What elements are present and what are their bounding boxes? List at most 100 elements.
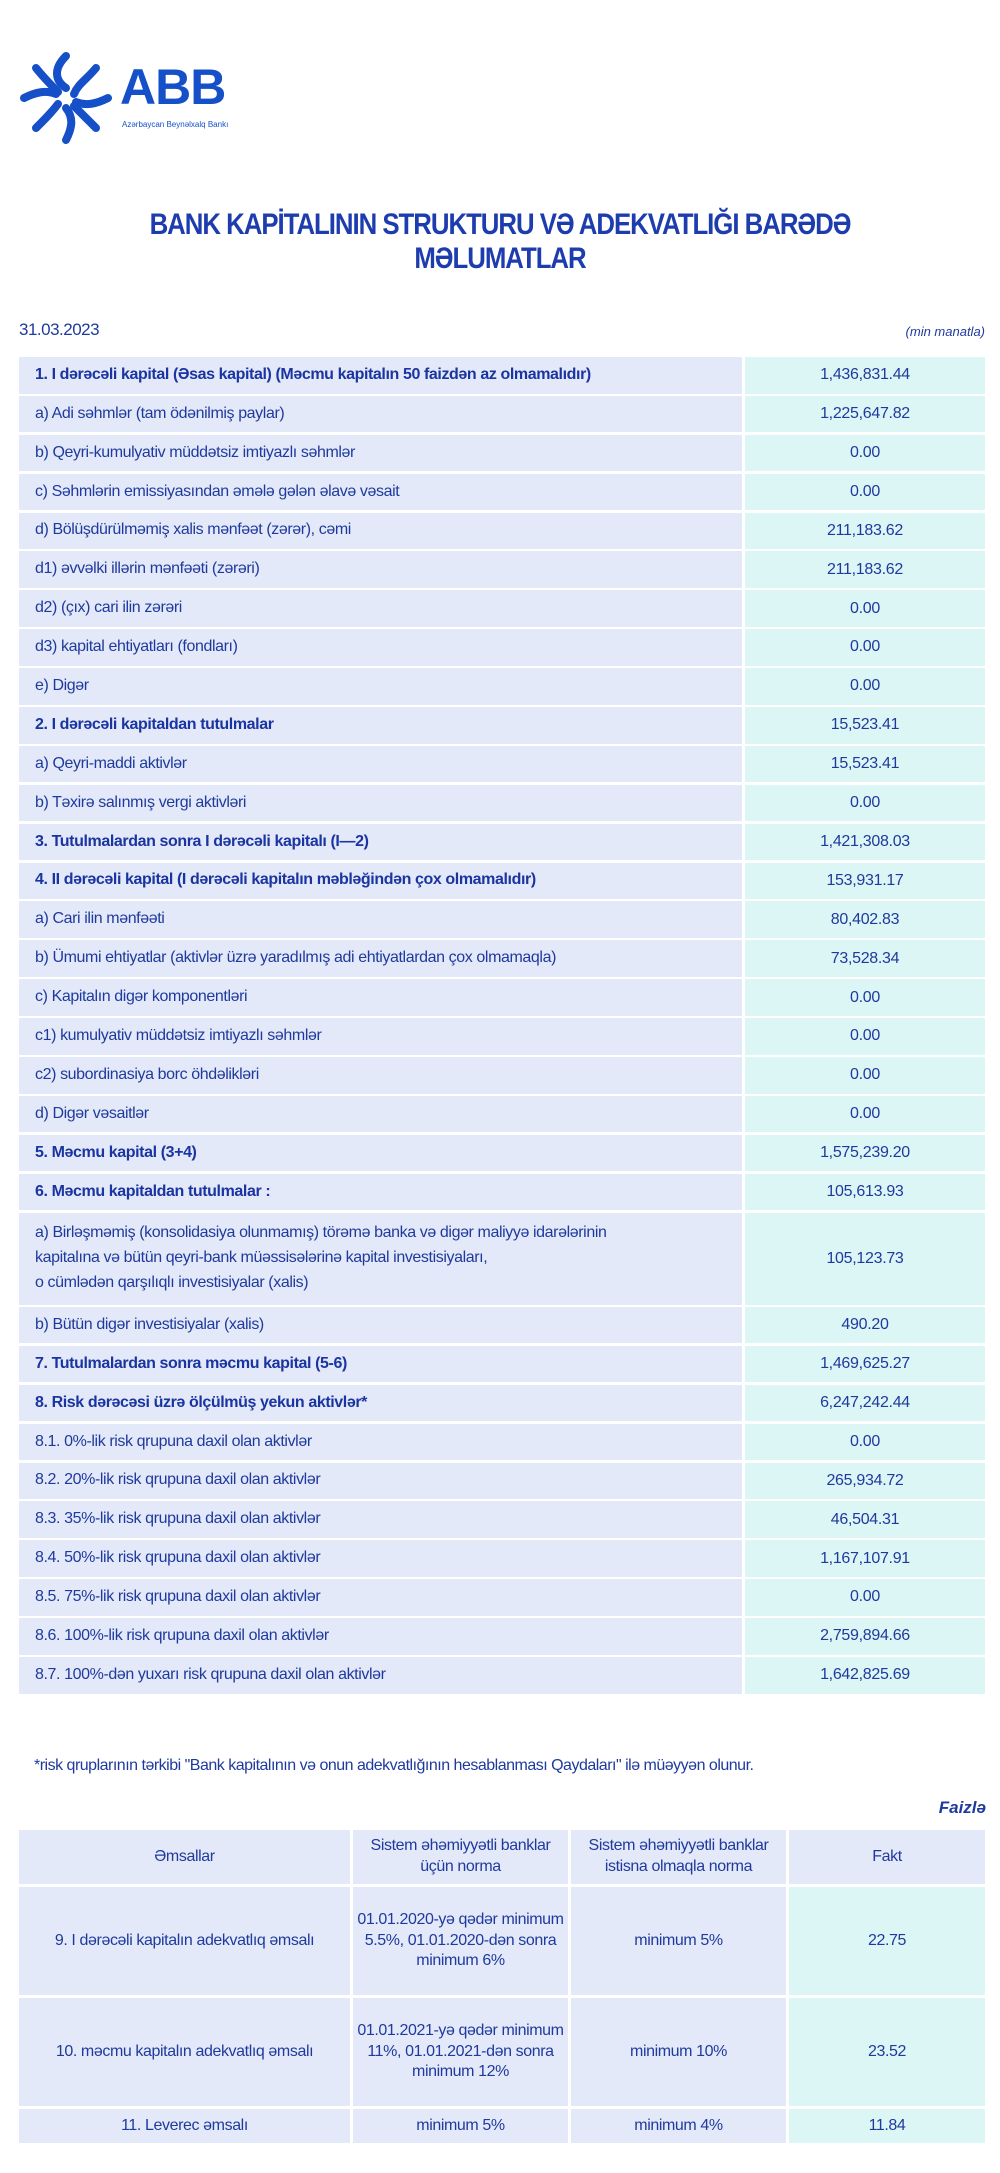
ratio-norma: minimum 5% <box>571 1887 786 1995</box>
row-value: 0.00 <box>745 473 985 511</box>
table-row: 8.1. 0%-lik risk qrupuna daxil olan akti… <box>19 1423 985 1461</box>
ratio-name: 10. məcmu kapitalın adekvatlıq əmsalı <box>19 1998 350 2106</box>
row-value: 15,523.41 <box>745 707 985 744</box>
table-row: 2. I dərəcəli kapitaldan tutulmalar 15,52… <box>19 707 985 744</box>
table-row: b) Ümumi ehtiyatlar (aktivlər üzrə yarad… <box>19 940 985 977</box>
row-value: 153,931.17 <box>745 862 985 900</box>
header-cell: Sistem əhəmiyyətli banklar üçün norma <box>353 1830 568 1884</box>
row-label: 8.2. 20%-lik risk qrupuna daxil olan akt… <box>19 1462 742 1500</box>
table-row: 6. Məcmu kapitaldan tutulmalar :105,613.… <box>19 1173 985 1211</box>
footnote: *risk qruplarının tərkibi "Bank kapitalı… <box>34 1757 754 1774</box>
row-value: 1,436,831.44 <box>745 357 985 394</box>
row-value: 1,167,107.91 <box>745 1540 985 1577</box>
row-label: 4. II dərəcəli kapital (I dərəcəli kapit… <box>19 862 742 900</box>
unit-label: (min manatla) <box>905 324 985 339</box>
row-value: 15,523.41 <box>745 745 985 783</box>
row-value: 0.00 <box>745 784 985 822</box>
row-value: 0.00 <box>745 1579 985 1616</box>
row-value: 46,504.31 <box>745 1501 985 1538</box>
row-label: c) Kapitalın digər komponentləri <box>19 979 742 1016</box>
row-label: d) Digər vəsaitlər <box>19 1095 742 1133</box>
row-label: c) Səhmlərin emissiyasından əmələ gələn … <box>19 473 742 511</box>
row-value: 0.00 <box>745 1423 985 1461</box>
row-value: 0.00 <box>745 434 985 472</box>
row-label: 8.7. 100%-dən yuxarı risk qrupuna daxil … <box>19 1657 742 1694</box>
header-cell: Əmsallar <box>19 1830 350 1884</box>
row-label: b) Ümumi ehtiyatlar (aktivlər üzrə yarad… <box>19 940 742 977</box>
table-row: 8.3. 35%-lik risk qrupuna daxil olan akt… <box>19 1501 985 1538</box>
table-row: c) Kapitalın digər komponentləri 0.00 <box>19 979 985 1016</box>
row-label: 8. Risk dərəcəsi üzrə ölçülmüş yekun akt… <box>19 1384 742 1422</box>
ratio-norma-systemic: 01.01.2020-yə qədər minimum 5.5%, 01.01.… <box>353 1887 568 1995</box>
row-label: b) Bütün digər investisiyalar (xalis) <box>19 1306 742 1344</box>
row-label: 1. I dərəcəli kapital (Əsas kapital) (Mə… <box>19 357 742 394</box>
table-row: c) Səhmlərin emissiyasından əmələ gələn … <box>19 473 985 511</box>
ratio-name: 9. I dərəcəli kapitalın adekvatlıq əmsal… <box>19 1887 350 1995</box>
ratio-norma: minimum 10% <box>571 1998 786 2106</box>
row-label: 2. I dərəcəli kapitaldan tutulmalar <box>19 707 742 744</box>
table-row: a) Qeyri-maddi aktivlər 15,523.41 <box>19 745 985 783</box>
table-row: 8.2. 20%-lik risk qrupuna daxil olan akt… <box>19 1462 985 1500</box>
table-row: 11. Leverec əmsalı minimum 5% minimum 4%… <box>19 2109 985 2143</box>
ratio-fakt: 23.52 <box>789 1998 985 2106</box>
row-label: 7. Tutulmalardan sonra məcmu kapital (5-… <box>19 1345 742 1383</box>
row-value: 105,613.93 <box>745 1173 985 1211</box>
row-label: d2) (çıx) cari ilin zərəri <box>19 590 742 627</box>
row-value: 211,183.62 <box>745 512 985 550</box>
row-value: 0.00 <box>745 590 985 627</box>
row-value: 1,575,239.20 <box>745 1134 985 1172</box>
table-row: 8.5. 75%-lik risk qrupuna daxil olan akt… <box>19 1579 985 1616</box>
ratio-norma: minimum 4% <box>571 2109 786 2143</box>
table-row: 5. Məcmu kapital (3+4) 1,575,239.20 <box>19 1134 985 1172</box>
row-value: 1,421,308.03 <box>745 823 985 861</box>
row-value: 490.20 <box>745 1306 985 1344</box>
row-label: b) Təxirə salınmış vergi aktivləri <box>19 784 742 822</box>
ratio-fakt: 22.75 <box>789 1887 985 1995</box>
table-row: d2) (çıx) cari ilin zərəri 0.00 <box>19 590 985 627</box>
row-value: 73,528.34 <box>745 940 985 977</box>
table-row: 9. I dərəcəli kapitalın adekvatlıq əmsal… <box>19 1887 985 1995</box>
row-label: 8.3. 35%-lik risk qrupuna daxil olan akt… <box>19 1501 742 1538</box>
row-value: 0.00 <box>745 1095 985 1133</box>
header-cell: Sistem əhəmiyyətli banklar istisna olmaq… <box>571 1830 786 1884</box>
report-date: 31.03.2023 <box>19 320 100 339</box>
row-value: 6,247,242.44 <box>745 1384 985 1422</box>
row-value: 0.00 <box>745 979 985 1016</box>
header-cell: Fakt <box>789 1830 985 1884</box>
row-value: 1,225,647.82 <box>745 395 985 433</box>
table-row: a) Birləşməmiş (konsolidasiya olunmamış)… <box>19 1212 985 1305</box>
row-value: 2,759,894.66 <box>745 1618 985 1655</box>
table-row: 3. Tutulmalardan sonra I dərəcəli kapita… <box>19 823 985 861</box>
abb-star-icon <box>20 52 112 144</box>
table-row: c2) subordinasiya borc öhdəlikləri 0.00 <box>19 1057 985 1094</box>
row-label: c2) subordinasiya borc öhdəlikləri <box>19 1057 742 1094</box>
row-label: a) Adi səhmlər (tam ödənilmiş paylar) <box>19 395 742 433</box>
logo-text: ABB <box>120 59 226 115</box>
row-label: a) Qeyri-maddi aktivlər <box>19 745 742 783</box>
table-row: a) Cari ilin mənfəəti 80,402.83 <box>19 901 985 938</box>
row-label: 5. Məcmu kapital (3+4) <box>19 1134 742 1172</box>
table-row: d) Bölüşdürülməmiş xalis mənfəət (zərər)… <box>19 512 985 550</box>
row-value: 211,183.62 <box>745 551 985 588</box>
table-row: 7. Tutulmalardan sonra məcmu kapital (5-… <box>19 1345 985 1383</box>
capital-table: 1. I dərəcəli kapital (Əsas kapital) (Mə… <box>19 357 985 1696</box>
ratio-norma-systemic: minimum 5% <box>353 2109 568 2143</box>
row-value: 105,123.73 <box>745 1212 985 1305</box>
row-label: 8.6. 100%-lik risk qrupuna daxil olan ak… <box>19 1618 742 1655</box>
table-row: 8.6. 100%-lik risk qrupuna daxil olan ak… <box>19 1618 985 1655</box>
table-row: b) Təxirə salınmış vergi aktivləri 0.00 <box>19 784 985 822</box>
row-value: 265,934.72 <box>745 1462 985 1500</box>
table-row: d3) kapital ehtiyatları (fondları) 0.00 <box>19 629 985 666</box>
row-value: 0.00 <box>745 1018 985 1055</box>
ratios-header-row: Əmsallar Sistem əhəmiyyətli banklar üçün… <box>19 1830 985 1884</box>
row-label: b) Qeyri-kumulyativ müddətsiz imtiyazlı … <box>19 434 742 472</box>
row-label: a) Birləşməmiş (konsolidasiya olunmamış)… <box>19 1212 742 1305</box>
row-value: 1,469,625.27 <box>745 1345 985 1383</box>
table-row: 8.7. 100%-dən yuxarı risk qrupuna daxil … <box>19 1657 985 1694</box>
row-label: c1) kumulyativ müddətsiz imtiyazlı səhml… <box>19 1018 742 1055</box>
row-value: 0.00 <box>745 668 985 705</box>
table-row: 1. I dərəcəli kapital (Əsas kapital) (Mə… <box>19 357 985 394</box>
row-value: 1,642,825.69 <box>745 1657 985 1694</box>
abb-logo: ABB Azərbaycan Beynəlxalq Bankı <box>16 48 246 148</box>
row-label: d1) əvvəlki illərin mənfəəti (zərəri) <box>19 551 742 588</box>
